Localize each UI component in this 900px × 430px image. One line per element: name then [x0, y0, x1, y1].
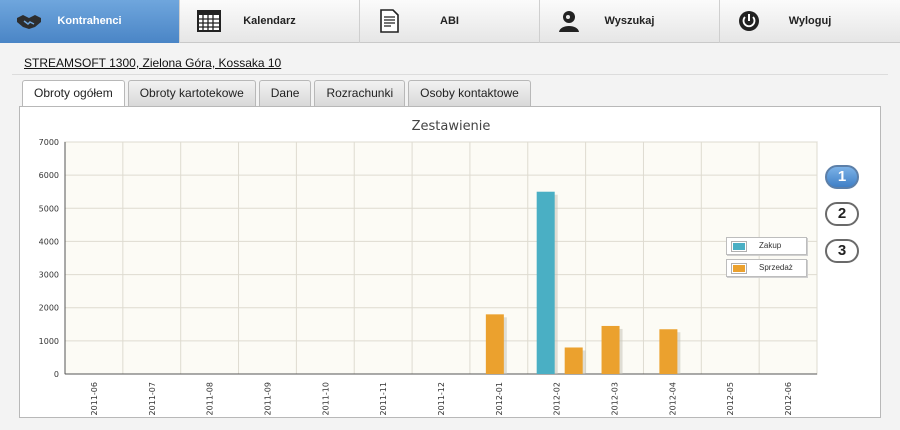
y-tick-label: 6000	[39, 171, 59, 180]
nav-label: ABI	[440, 15, 459, 27]
tab-obroty-ogolem[interactable]: Obroty ogółem	[22, 80, 125, 107]
chart-legend: Zakup Sprzedaż	[726, 237, 807, 281]
tab-bar: Obroty ogółem Obroty kartotekowe Dane Ro…	[22, 80, 531, 107]
x-tick-label: 2011-10	[321, 382, 330, 415]
bar-sprzedaz-2012-02	[564, 347, 583, 374]
chart-panel: 0 1000 2000 3000 4000 5000 6000 7000 2011-06 2011…	[19, 106, 881, 418]
x-tick-label: 2011-06	[90, 382, 99, 415]
handshake-icon	[17, 15, 41, 29]
document-icon	[380, 9, 399, 33]
page-button-1[interactable]: 1	[825, 165, 859, 189]
tab-rozrachunki[interactable]: Rozrachunki	[314, 80, 406, 106]
page-button-2[interactable]: 2	[825, 202, 859, 226]
legend-entry-zakup: Zakup	[726, 237, 807, 255]
x-tick-label: 2011-07	[148, 382, 157, 415]
company-link[interactable]: STREAMSOFT 1300, Zielona Góra, Kossaka 1…	[24, 56, 282, 70]
y-tick-label: 1000	[39, 337, 59, 346]
y-tick-label: 5000	[39, 204, 59, 213]
x-tick-label: 2012-05	[726, 382, 735, 415]
chart-title: Zestawienie	[411, 119, 491, 134]
bar-zakup-2012-02	[536, 191, 555, 374]
power-icon	[739, 11, 759, 31]
nav-label: Wyszukaj	[604, 15, 655, 27]
divider	[12, 74, 888, 75]
legend-entry-sprzedaz: Sprzedaż	[726, 259, 807, 277]
legend-label: Zakup	[759, 241, 782, 250]
x-tick-label: 2011-09	[263, 382, 272, 415]
x-tick-label: 2011-11	[379, 382, 388, 415]
y-tick-label: 0	[54, 370, 59, 379]
nav-item-kontrahenci[interactable]: Kontrahenci	[0, 0, 180, 43]
tab-obroty-kartotekowe[interactable]: Obroty kartotekowe	[127, 80, 256, 106]
nav-item-wyszukaj[interactable]: Wyszukaj	[540, 0, 720, 43]
y-tick-label: 4000	[39, 237, 59, 246]
chart: 0 1000 2000 3000 4000 5000 6000 7000 2011-06 2011…	[39, 138, 818, 415]
nav-label: Wyloguj	[788, 15, 832, 27]
nav-item-wyloguj[interactable]: Wyloguj	[720, 0, 900, 43]
x-tick-label: 2012-04	[668, 382, 677, 415]
x-tick-label: 2011-08	[206, 382, 215, 415]
nav-label: Kontrahenci	[57, 15, 122, 27]
legend-swatch	[731, 263, 747, 274]
plot-area	[64, 141, 818, 375]
tab-osoby-kontaktowe[interactable]: Osoby kontaktowe	[408, 80, 531, 106]
bar-sprzedaz-2012-03	[601, 325, 620, 374]
user-search-icon	[559, 11, 579, 32]
x-tick-label: 2011-12	[437, 382, 446, 415]
tab-dane[interactable]: Dane	[258, 80, 312, 106]
x-tick-label: 2012-02	[553, 382, 562, 415]
bar-sprzedaz-2012-01	[485, 314, 504, 374]
y-tick-label: 3000	[39, 271, 59, 280]
x-tick-label: 2012-03	[611, 382, 620, 415]
top-navigation: Kontrahenci Kalendarz ABI Wyszukaj	[0, 0, 900, 43]
legend-label: Sprzedaż	[759, 263, 793, 272]
page-button-3[interactable]: 3	[825, 239, 859, 263]
nav-item-abi[interactable]: ABI	[360, 0, 540, 43]
legend-swatch	[731, 241, 747, 252]
y-tick-label: 7000	[39, 138, 59, 147]
bar-sprzedaz-2012-04	[659, 329, 678, 374]
nav-item-kalendarz[interactable]: Kalendarz	[180, 0, 360, 43]
chart-pager: 1 2 3	[825, 165, 859, 276]
nav-label: Kalendarz	[243, 15, 296, 27]
x-tick-label: 2012-01	[495, 382, 504, 415]
x-tick-label: 2012-06	[784, 382, 793, 415]
y-tick-label: 2000	[39, 304, 59, 313]
calendar-icon	[197, 10, 221, 32]
